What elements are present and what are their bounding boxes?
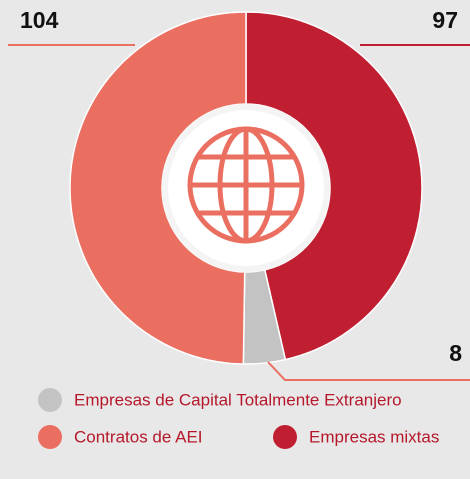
legend-swatch <box>273 425 297 449</box>
globe-icon <box>187 126 305 244</box>
legend-label: Contratos de AEI <box>74 427 203 446</box>
donut <box>69 11 423 365</box>
legend-label: Empresas de Capital Totalmente Extranjer… <box>74 390 402 409</box>
leader-line <box>267 361 470 381</box>
legend-swatch <box>38 425 62 449</box>
value-label: 104 <box>20 7 59 33</box>
value-label: 97 <box>432 7 458 33</box>
legend-swatch <box>38 388 62 412</box>
value-label: 8 <box>449 340 462 366</box>
legend-label: Empresas mixtas <box>309 427 439 446</box>
